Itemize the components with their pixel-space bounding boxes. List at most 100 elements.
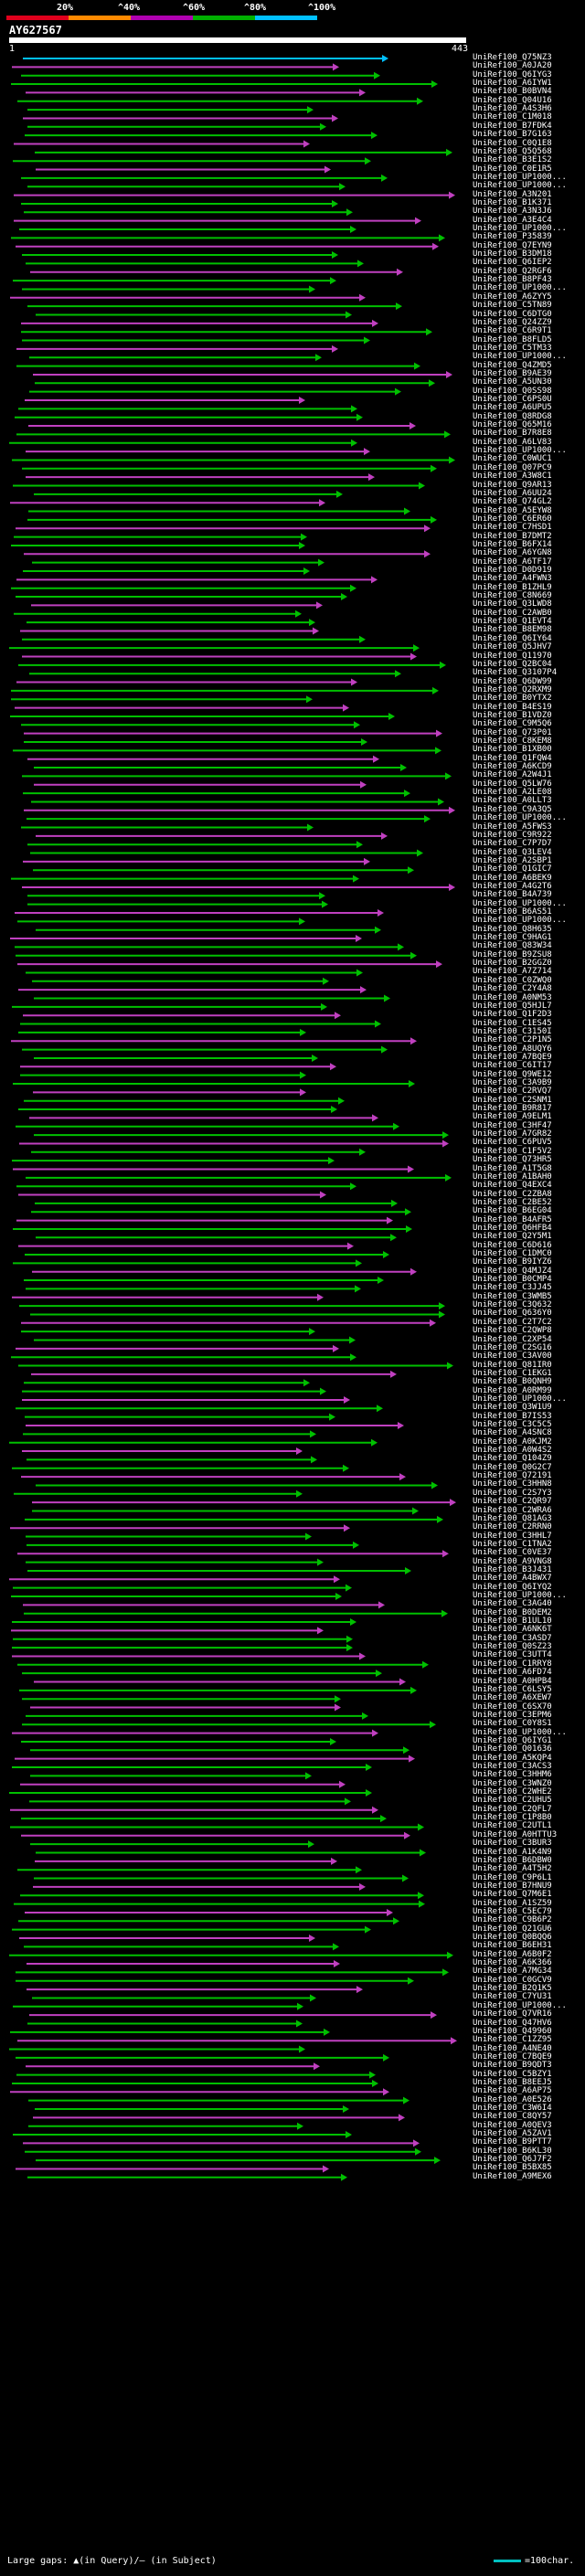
hit-label[interactable]: UniRef100_Q9AR13 bbox=[473, 480, 552, 490]
hit-label[interactable]: UniRef100_A6UU24 bbox=[473, 488, 552, 498]
hit-label[interactable]: UniRef100_B6EG04 bbox=[473, 1206, 552, 1216]
hit-label[interactable]: UniRef100_C1TNA2 bbox=[473, 1539, 552, 1549]
hit-label[interactable]: UniRef100_B1ZHL9 bbox=[473, 582, 552, 592]
hit-label[interactable]: UniRef100_C3ACS3 bbox=[473, 1762, 552, 1771]
hit-label[interactable]: UniRef100_B3DM18 bbox=[473, 249, 552, 260]
hit-label[interactable]: UniRef100_UP1000... bbox=[473, 916, 567, 926]
hit-label[interactable]: UniRef100_C6PS0U bbox=[473, 395, 552, 404]
hit-label[interactable]: UniRef100_B6FX14 bbox=[473, 539, 552, 549]
hit-label[interactable]: UniRef100_Q4EXC4 bbox=[473, 1181, 552, 1191]
hit-label[interactable]: UniRef100_Q2RXM9 bbox=[473, 684, 552, 694]
hit-label[interactable]: UniRef100_Q3W1U9 bbox=[473, 1403, 552, 1413]
hit-label[interactable]: UniRef100_A4FWN3 bbox=[473, 574, 552, 584]
hit-label[interactable]: UniRef100_B9QDT3 bbox=[473, 2061, 552, 2071]
hit-label[interactable]: UniRef100_A7GR82 bbox=[473, 1129, 552, 1140]
hit-label[interactable]: UniRef100_A2W4J1 bbox=[473, 770, 552, 780]
hit-label[interactable]: UniRef100_C3C5C5 bbox=[473, 1420, 552, 1429]
hit-label[interactable]: UniRef100_B6AS51 bbox=[473, 907, 552, 917]
hit-label[interactable]: UniRef100_C2XP54 bbox=[473, 1334, 552, 1344]
hit-label[interactable]: UniRef100_Q7VR16 bbox=[473, 2009, 552, 2019]
hit-label[interactable]: UniRef100_C2UTL1 bbox=[473, 1821, 552, 1831]
hit-label[interactable]: UniRef100_C7BQE9 bbox=[473, 2051, 552, 2062]
hit-label[interactable]: UniRef100_B8PF43 bbox=[473, 275, 552, 285]
hit-label[interactable]: UniRef100_UP1000... bbox=[473, 352, 567, 362]
hit-label[interactable]: UniRef100_A6NK6T bbox=[473, 1625, 552, 1635]
hit-label[interactable]: UniRef100_UP1000... bbox=[473, 1727, 567, 1737]
hit-label[interactable]: UniRef100_A0NM53 bbox=[473, 992, 552, 1002]
hit-label[interactable]: UniRef100_Q73HR5 bbox=[473, 1155, 552, 1165]
hit-label[interactable]: UniRef100_A5FWS3 bbox=[473, 822, 552, 832]
hit-label[interactable]: UniRef100_A1T5G8 bbox=[473, 1163, 552, 1173]
hit-label[interactable]: UniRef100_C2WRA6 bbox=[473, 1505, 552, 1515]
hit-label[interactable]: UniRef100_Q3LWD8 bbox=[473, 599, 552, 610]
hit-label[interactable]: UniRef100_Q1EVT4 bbox=[473, 617, 552, 627]
hit-label[interactable]: UniRef100_C9A3Q5 bbox=[473, 804, 552, 814]
hit-label[interactable]: UniRef100_Q5LW76 bbox=[473, 779, 552, 789]
hit-label[interactable]: UniRef100_UP1000... bbox=[473, 1394, 567, 1404]
hit-label[interactable]: UniRef100_A6XEW7 bbox=[473, 1693, 552, 1703]
hit-label[interactable]: UniRef100_C8N669 bbox=[473, 591, 552, 601]
hit-label[interactable]: UniRef100_B7R8E8 bbox=[473, 429, 552, 439]
hit-label[interactable]: UniRef100_C0VE37 bbox=[473, 1548, 552, 1558]
hit-label[interactable]: UniRef100_C9R922 bbox=[473, 830, 552, 840]
hit-label[interactable]: UniRef100_A4BWX7 bbox=[473, 1574, 552, 1584]
hit-label[interactable]: UniRef100_UP1000... bbox=[473, 1591, 567, 1600]
hit-label[interactable]: UniRef100_C3HHL7 bbox=[473, 1531, 552, 1541]
hit-label[interactable]: UniRef100_Q4ZMD5 bbox=[473, 360, 552, 370]
hit-label[interactable]: UniRef100_UP1000... bbox=[473, 172, 567, 182]
hit-label[interactable]: UniRef100_B1UL10 bbox=[473, 1617, 552, 1627]
hit-label[interactable]: UniRef100_B7FDK4 bbox=[473, 121, 552, 131]
hit-label[interactable]: UniRef100_B1VDZ0 bbox=[473, 710, 552, 720]
hit-label[interactable]: UniRef100_Q01636 bbox=[473, 1744, 552, 1754]
hit-label[interactable]: UniRef100_C1DMC0 bbox=[473, 1249, 552, 1258]
hit-label[interactable]: UniRef100_C2QWP8 bbox=[473, 1326, 552, 1336]
hit-label[interactable]: UniRef100_A1BAH0 bbox=[473, 1171, 552, 1182]
hit-label[interactable]: UniRef100_B8EEJ5 bbox=[473, 2077, 552, 2087]
hit-label[interactable]: UniRef100_B9AE39 bbox=[473, 368, 552, 378]
hit-label[interactable]: UniRef100_A7BQE9 bbox=[473, 1052, 552, 1062]
hit-label[interactable]: UniRef100_C6LSY5 bbox=[473, 1684, 552, 1694]
hit-label[interactable]: UniRef100_B1K371 bbox=[473, 197, 552, 207]
hit-label[interactable]: UniRef100_C1P8B0 bbox=[473, 1813, 552, 1823]
hit-label[interactable]: UniRef100_Q5HJL7 bbox=[473, 1001, 552, 1011]
hit-label[interactable]: UniRef100_A5UN30 bbox=[473, 377, 552, 387]
hit-label[interactable]: UniRef100_Q6HFB4 bbox=[473, 1223, 552, 1233]
hit-label[interactable]: UniRef100_B6EH31 bbox=[473, 1941, 552, 1951]
hit-label[interactable]: UniRef100_A6YGN8 bbox=[473, 548, 552, 558]
hit-label[interactable]: UniRef100_B5BX85 bbox=[473, 2163, 552, 2173]
hit-label[interactable]: UniRef100_A0RM99 bbox=[473, 1385, 552, 1395]
hit-label[interactable]: UniRef100_C2P1N5 bbox=[473, 1035, 552, 1045]
hit-label[interactable]: UniRef100_Q21GU6 bbox=[473, 1924, 552, 1934]
hit-label[interactable]: UniRef100_A6B0F2 bbox=[473, 1949, 552, 1959]
hit-label[interactable]: UniRef100_B3E1S2 bbox=[473, 155, 552, 165]
hit-label[interactable]: UniRef100_C6DTG0 bbox=[473, 309, 552, 319]
hit-label[interactable]: UniRef100_Q6IY64 bbox=[473, 633, 552, 643]
hit-label[interactable]: UniRef100_C5BZY1 bbox=[473, 2069, 552, 2079]
hit-label[interactable]: UniRef100_C0Y8S1 bbox=[473, 1719, 552, 1729]
hit-label[interactable]: UniRef100_C3AV00 bbox=[473, 1352, 552, 1362]
hit-label[interactable]: UniRef100_Q5Q568 bbox=[473, 146, 552, 156]
hit-label[interactable]: UniRef100_Q6IYQ2 bbox=[473, 1582, 552, 1592]
hit-label[interactable]: UniRef100_Q6DW99 bbox=[473, 676, 552, 686]
hit-label[interactable]: UniRef100_C1M018 bbox=[473, 112, 552, 122]
hit-label[interactable]: UniRef100_Q47HV6 bbox=[473, 2018, 552, 2028]
hit-label[interactable]: UniRef100_C3HF47 bbox=[473, 1120, 552, 1130]
hit-label[interactable]: UniRef100_A6TF17 bbox=[473, 557, 552, 567]
hit-label[interactable]: UniRef100_B9IYZ6 bbox=[473, 1257, 552, 1267]
hit-label[interactable]: UniRef100_Q0SS98 bbox=[473, 386, 552, 396]
hit-label[interactable]: UniRef100_C8KEM8 bbox=[473, 737, 552, 746]
hit-label[interactable]: UniRef100_Q3107P4 bbox=[473, 668, 558, 678]
hit-label[interactable]: UniRef100_C9HAG1 bbox=[473, 933, 552, 943]
hit-label[interactable]: UniRef100_A1SZ59 bbox=[473, 1898, 552, 1908]
hit-label[interactable]: UniRef100_Q2Y5M1 bbox=[473, 1232, 552, 1242]
hit-label[interactable]: UniRef100_Q6IYG3 bbox=[473, 69, 552, 80]
hit-label[interactable]: UniRef100_C1ES45 bbox=[473, 1018, 552, 1028]
hit-label[interactable]: UniRef100_C9P6L1 bbox=[473, 1872, 552, 1882]
hit-label[interactable]: UniRef100_C3HHN8 bbox=[473, 1479, 552, 1489]
hit-label[interactable]: UniRef100_B4AFR5 bbox=[473, 1214, 552, 1224]
hit-label[interactable]: UniRef100_A4S3H6 bbox=[473, 104, 552, 114]
hit-label[interactable]: UniRef100_Q1F2D3 bbox=[473, 1010, 552, 1020]
hit-label[interactable]: UniRef100_B1XB00 bbox=[473, 745, 552, 755]
hit-label[interactable]: UniRef100_C2RVQ7 bbox=[473, 1087, 552, 1097]
hit-label[interactable]: UniRef100_UP1000... bbox=[473, 224, 567, 233]
